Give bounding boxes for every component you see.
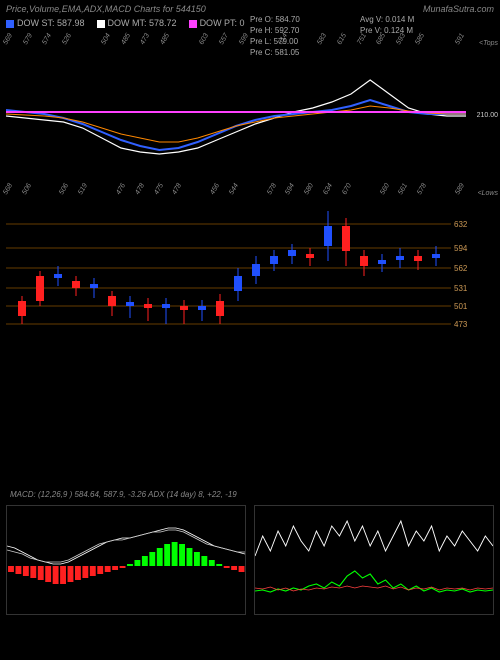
svg-text:501: 501 [454,302,468,311]
spacer [0,358,500,488]
adx-panel [254,505,494,615]
indicator-item: DOW PT: 0 [189,18,245,28]
y-label-210: 210.00 [477,112,498,119]
tops-tag: <Tops [479,40,498,47]
svg-text:632: 632 [454,220,468,229]
svg-text:473: 473 [454,320,468,329]
macd-panel [6,505,246,615]
svg-text:562: 562 [454,264,468,273]
indicator-item: DOW MT: 578.72 [97,18,177,28]
svg-text:531: 531 [454,284,468,293]
svg-text:594: 594 [454,244,468,253]
upper-line-chart: 5695795745265044854734856035575996145836… [0,38,500,188]
macd-header: MACD: (12,26,9 ) 584.64, 587.9, -3.26 AD… [0,488,500,501]
candlestick-chart: 5685065065194764784754784565445785945806… [0,188,500,358]
site-name: MunafaSutra.com [423,4,494,14]
chart-title: Price,Volume,EMA,ADX,MACD Charts for 544… [6,4,206,14]
volume-stats: Avg V: 0.014 MPre V: 0.124 M [360,14,414,36]
indicator-item: DOW ST: 587.98 [6,18,85,28]
lows-tag: <Lows [478,190,498,197]
bottom-indicators [0,501,500,619]
